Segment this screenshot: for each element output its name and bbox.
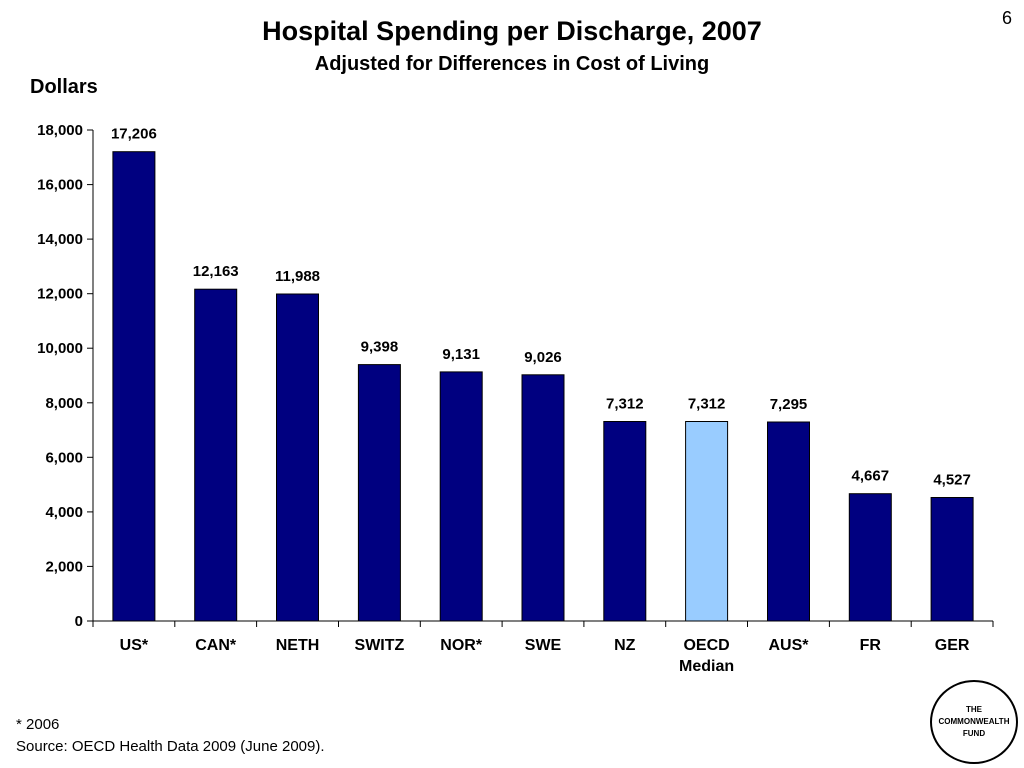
y-tick-label-4: 8,000: [45, 395, 83, 412]
logo-text: THE COMMONWEALTH FUND: [939, 704, 1010, 740]
bar-value-label-10: 4,527: [933, 472, 971, 489]
bar-10: [930, 497, 974, 622]
x-category-label-1: CAN*: [195, 637, 237, 654]
y-tick-label-8: 16,000: [37, 177, 83, 194]
x-category-label-4: NOR*: [440, 637, 483, 654]
y-tick-label-3: 6,000: [45, 449, 83, 466]
page-number: 6: [1001, 8, 1012, 28]
x-category-label-5: SWE: [525, 637, 562, 654]
commonwealth-fund-logo: THE COMMONWEALTH FUND: [930, 680, 1018, 764]
bar-1: [194, 288, 238, 622]
y-tick-label-5: 10,000: [37, 340, 83, 357]
bar-5: [521, 374, 565, 622]
bar-6: [603, 421, 647, 622]
logo-line-2: COMMONWEALTH: [938, 717, 1010, 726]
bar-4: [439, 371, 483, 622]
x-category-label-0: US*: [120, 637, 149, 654]
x-category-label-8: AUS*: [768, 637, 809, 654]
x-category-label-3: SWITZ: [355, 637, 405, 654]
bar-value-label-0: 17,206: [111, 126, 157, 143]
bar-7: [685, 421, 729, 622]
x-category-label-7: OECD Median: [679, 637, 734, 675]
chart-subtitle: Adjusted for Differences in Cost of Livi…: [314, 53, 710, 75]
bar-value-label-4: 9,131: [442, 346, 480, 363]
y-tick-label-9: 18,000: [37, 122, 83, 139]
bar-labels-group: 17,206 12,163 11,988 9,398 9,131 9,026 7,312 7,…: [111, 126, 971, 489]
bar-value-label-3: 9,398: [361, 339, 399, 356]
footnote-source: Source: OECD Health Data 2009 (June 2009…: [16, 738, 325, 755]
x-category-label-9: FR: [860, 637, 882, 654]
bar-value-label-6: 7,312: [606, 396, 644, 413]
bar-9: [848, 493, 892, 622]
bar-value-label-9: 4,667: [852, 468, 890, 485]
bar-value-label-2: 11,988: [275, 268, 320, 285]
y-tick-label-0: 0: [75, 613, 83, 630]
bar-value-label-1: 12,163: [193, 263, 239, 280]
bar-value-label-8: 7,295: [770, 396, 808, 413]
bar-value-label-7: 7,312: [688, 396, 726, 413]
y-tick-label-7: 14,000: [37, 231, 83, 248]
bar-2: [276, 293, 319, 622]
x-category-label-2: NETH: [276, 637, 320, 654]
logo-line-1: THE: [965, 705, 982, 714]
bar-8: [767, 421, 810, 622]
x-category-label-10: GER: [935, 637, 970, 654]
x-labels-group: US* CAN* NETH SWITZ NOR* SWE NZ OECD Median AUS* F…: [120, 637, 970, 675]
bar-3: [357, 364, 401, 622]
axes-group: [92, 130, 994, 627]
bar-0: [112, 151, 156, 622]
y-axis-unit-label: Dollars: [30, 76, 98, 98]
bars-group: [112, 151, 974, 622]
bar-value-label-5: 9,026: [524, 349, 562, 366]
y-ticks-group: 0 2,000 4,000 6,000 8,000 10,000 12,000 14,000 1…: [37, 122, 93, 630]
y-tick-label-2: 4,000: [45, 504, 83, 521]
footnote-asterisk: * 2006: [16, 716, 60, 733]
chart-title: Hospital Spending per Discharge, 2007: [262, 16, 762, 46]
y-tick-label-1: 2,000: [45, 558, 83, 575]
logo-line-3: FUND: [962, 729, 986, 738]
x-category-label-6: NZ: [614, 637, 636, 654]
y-tick-label-6: 12,000: [37, 286, 83, 303]
